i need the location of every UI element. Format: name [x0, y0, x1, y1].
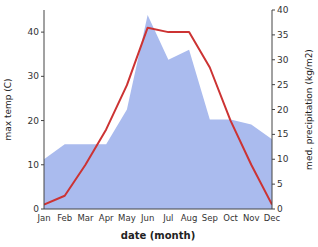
y-tick-label: 30 — [28, 71, 40, 81]
y2-tick — [272, 134, 275, 135]
y2-tick — [272, 209, 275, 210]
x-tick-label: May — [118, 213, 136, 223]
x-tick-label: Oct — [223, 213, 238, 223]
x-tick-label: Jul — [162, 213, 173, 223]
x-tick-label: Nov — [243, 213, 260, 223]
x-tick-label: Jun — [140, 213, 154, 223]
x-tick-label: Aug — [181, 213, 198, 223]
y-tick — [41, 76, 44, 77]
y2-tick — [272, 109, 275, 110]
y-tick-label: 10 — [28, 160, 40, 170]
y-tick — [41, 164, 44, 165]
y2-tick-label: 40 — [277, 5, 289, 15]
y-axis-line — [44, 10, 45, 209]
area — [44, 15, 272, 209]
y2-tick — [272, 159, 275, 160]
x-tick-label: Feb — [57, 213, 72, 223]
y-tick — [41, 32, 44, 33]
x-axis-line — [44, 209, 272, 210]
x-tick-label: Sep — [202, 213, 218, 223]
y2-tick-label: 10 — [277, 154, 289, 164]
y2-tick — [272, 184, 275, 185]
x-tick-label: Jan — [36, 213, 50, 223]
y2-tick — [272, 59, 275, 60]
y2-tick-label: 20 — [277, 105, 289, 115]
line — [44, 28, 272, 205]
x-axis-title: date (month) — [121, 230, 195, 241]
y2-tick-label: 30 — [277, 55, 289, 65]
x-tick-label: Apr — [99, 213, 114, 223]
y2-tick — [272, 34, 275, 35]
y2-tick — [272, 84, 275, 85]
y2-tick-label: 5 — [277, 179, 283, 189]
y2-tick — [272, 10, 275, 11]
plot-area — [44, 15, 272, 209]
x-tick-label: Mar — [77, 213, 94, 223]
y-tick-label: 20 — [28, 116, 40, 126]
y-tick — [41, 120, 44, 121]
y2-axis-title: med. precipitation (kg/m2) — [304, 49, 314, 170]
y-axis-title: max temp (C) — [3, 78, 13, 140]
x-tick-label: Dec — [264, 213, 281, 223]
y2-tick-label: 25 — [277, 80, 288, 90]
y-tick-label: 40 — [28, 27, 40, 37]
y-tick — [41, 209, 44, 210]
y2-tick-label: 35 — [277, 30, 288, 40]
y2-tick-label: 15 — [277, 129, 288, 139]
chart: 0102030400510152025303540JanFebMarAprMay… — [0, 0, 318, 247]
